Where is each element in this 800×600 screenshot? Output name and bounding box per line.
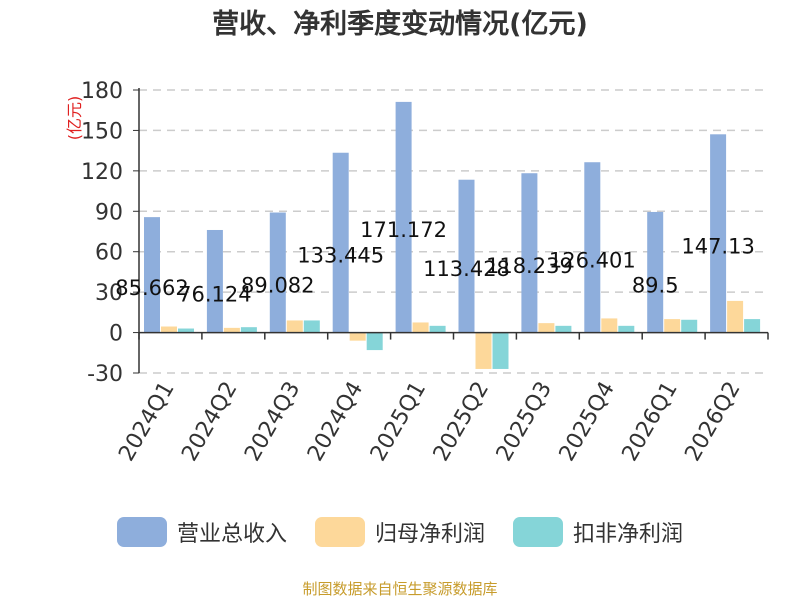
data-label: 171.172 [360, 218, 447, 242]
y-tick-label: 180 [81, 79, 123, 104]
legend-label: 归母净利润 [374, 522, 485, 547]
data-labels: 85.66276.12489.082133.445171.172113.4281… [115, 218, 755, 306]
bar [710, 134, 727, 333]
bar [240, 327, 257, 333]
bar [269, 212, 286, 333]
legend: 营业总收入 归母净利润 扣非净利润 [0, 516, 800, 548]
bar [647, 211, 664, 333]
x-tick-label: 2024Q1 [114, 378, 179, 466]
data-label: 76.124 [178, 282, 251, 306]
data-label: 126.401 [549, 248, 636, 272]
bar [538, 323, 555, 333]
bar [429, 325, 446, 333]
data-label: 89.5 [632, 273, 679, 297]
bar [178, 328, 194, 333]
source-note: 制图数据来自恒生聚源数据库 [302, 580, 498, 598]
y-tick-label: 30 [95, 281, 123, 306]
bar [492, 332, 509, 369]
legend-swatch [314, 517, 365, 547]
bar [332, 152, 349, 333]
bar [727, 300, 744, 333]
bar [223, 327, 240, 333]
bar [366, 332, 383, 351]
y-tick-label: 0 [109, 322, 123, 347]
x-tick-label: 2025Q2 [429, 378, 494, 466]
y-tick-label: 120 [81, 160, 123, 185]
bars [144, 101, 761, 369]
data-label: 118.239 [486, 254, 573, 278]
data-label: 85.662 [115, 276, 188, 300]
bar [349, 332, 366, 341]
legend-swatch [513, 517, 563, 547]
bar [395, 101, 412, 333]
x-tick-label: 2026Q1 [618, 378, 683, 466]
bar [412, 322, 429, 333]
y-tick-label: -30 [87, 362, 123, 387]
y-tick-label: 90 [95, 200, 123, 225]
legend-label: 营业总收入 [176, 522, 287, 547]
chart-title: 营收、净利季度变动情况(亿元) [212, 9, 588, 40]
x-tick-label: 2025Q3 [492, 378, 557, 466]
x-tick-label: 2024Q3 [240, 378, 305, 466]
x-tick-label: 2024Q2 [177, 378, 242, 466]
x-tick-label: 2024Q4 [303, 378, 368, 466]
bar [286, 320, 303, 333]
data-label: 133.445 [297, 244, 384, 268]
x-tick-label: 2026Q2 [680, 378, 745, 466]
x-tick-label: 2025Q4 [555, 378, 620, 466]
data-label: 147.13 [681, 234, 754, 258]
bar [303, 320, 320, 333]
bar [601, 318, 618, 333]
bar [161, 326, 177, 333]
bar [458, 179, 475, 333]
data-label: 113.428 [423, 257, 510, 281]
legend-label: 扣非净利润 [573, 522, 684, 547]
y-tick-label: 150 [81, 119, 123, 144]
bar [475, 332, 492, 369]
bar [555, 325, 572, 333]
legend-item[interactable]: 扣非净利润 [513, 516, 683, 548]
y-tick-label: 60 [95, 241, 123, 266]
bar [521, 173, 538, 333]
legend-item[interactable]: 营业总收入 [116, 516, 287, 548]
bar [681, 319, 698, 333]
bar [664, 319, 681, 333]
legend-item[interactable]: 归母净利润 [314, 516, 485, 548]
bar [744, 319, 761, 333]
y-axis-label: (亿元) [65, 96, 84, 141]
x-tick-label: 2025Q1 [366, 378, 431, 466]
gridlines [139, 89, 768, 374]
legend-swatch [116, 517, 167, 547]
bar [584, 162, 601, 333]
data-label: 89.082 [241, 274, 314, 298]
bar [618, 325, 635, 333]
bar [206, 229, 223, 333]
bar [144, 217, 160, 333]
